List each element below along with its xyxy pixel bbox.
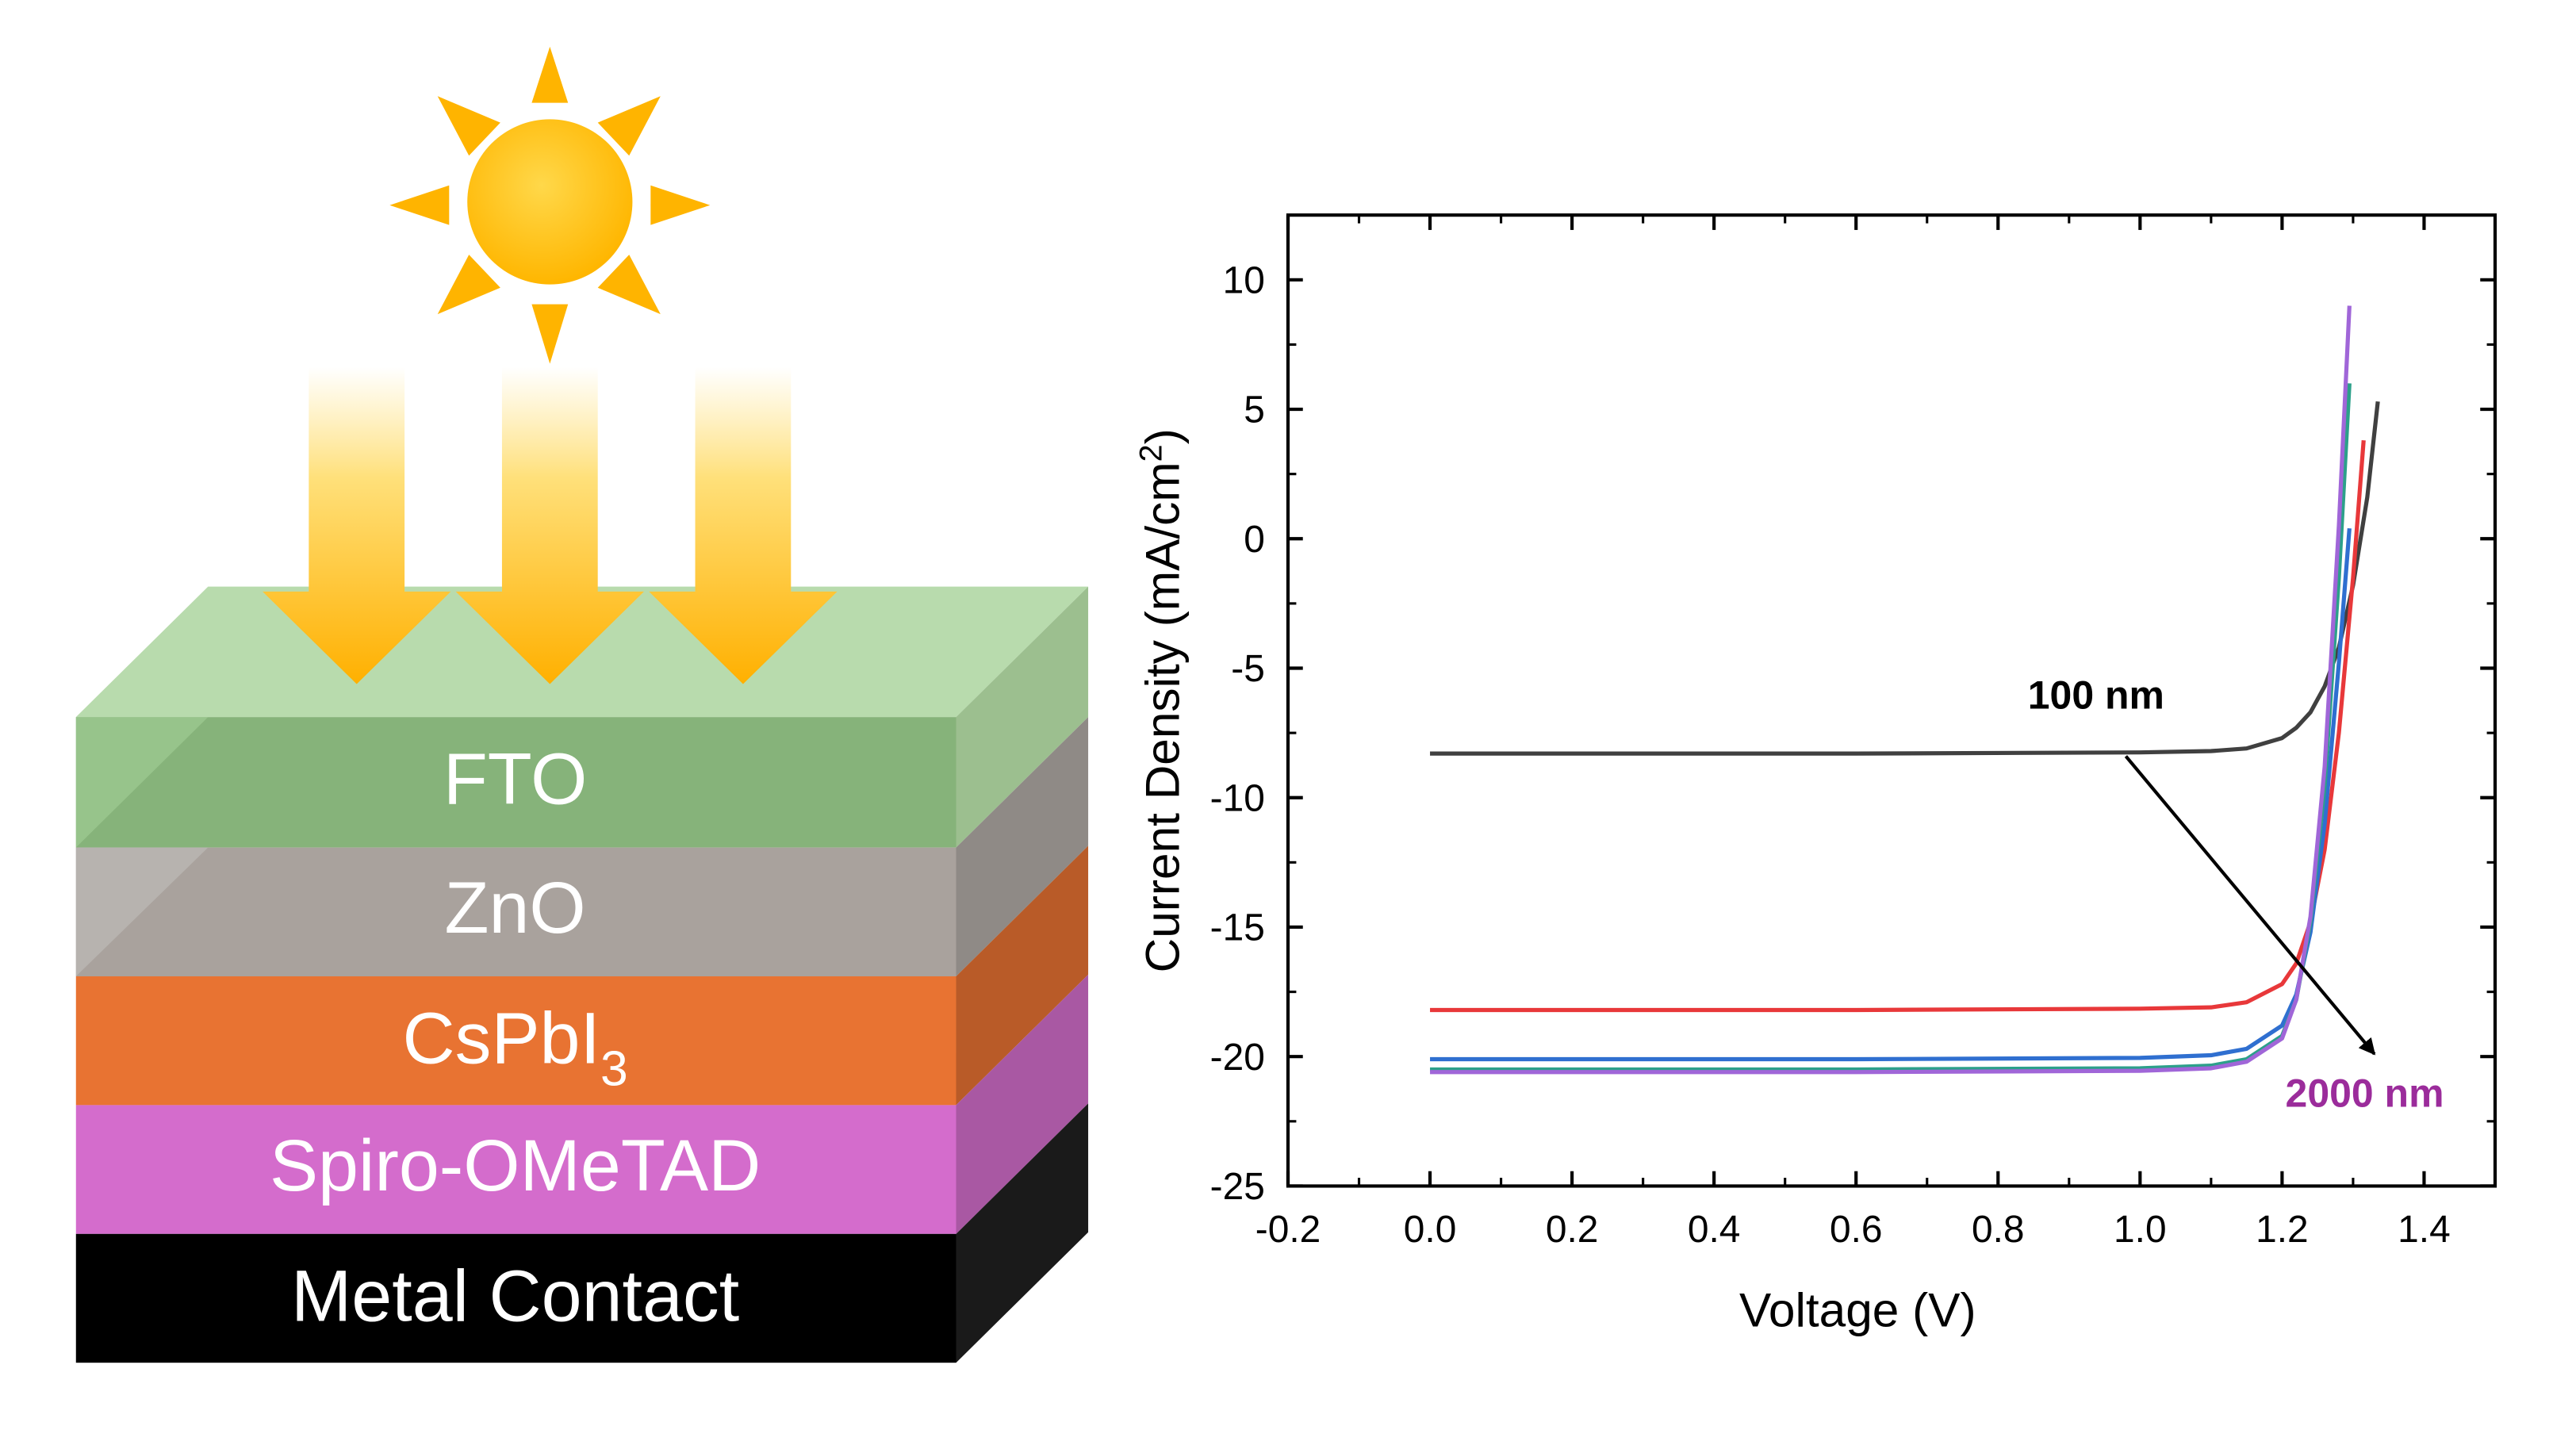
metal-contact-label: Metal Contact [291,1255,739,1336]
annotation-100nm: 100 nm [2028,673,2164,718]
x-tick-label: 0.6 [1830,1209,1883,1251]
series-line-4 [1430,383,2352,1072]
light-arrows [263,366,838,684]
y-tick-label: 10 [1223,259,1265,301]
fto-label: FTO [443,739,588,820]
device-stack: FTO ZnO CsPbI3 Spiro-OMeTAD Metal Contac… [75,586,1089,1363]
x-axis-ticks: -0.2 0.0 0.2 0.4 0.6 0.8 1.0 1.2 1.4 [1255,215,2451,1251]
sun-icon [389,46,711,364]
cspbi3-side-face [956,845,1089,1106]
spiro-layer [75,1105,956,1234]
thickness-trend-arrow [2124,755,2376,1056]
zno-layer-highlight [75,847,209,977]
plot-frame [1286,213,2497,1188]
light-arrow-icon [455,366,644,684]
y-tick-label: 5 [1244,389,1265,431]
jv-chart: -0.2 0.0 0.2 0.4 0.6 0.8 1.0 1.2 1.4 10 5 0 -5 -10 -1… [1134,213,2497,1336]
cspbi3-label: CsPbI3 [402,999,627,1096]
y-tick-label: -20 [1210,1037,1265,1079]
x-tick-label: -0.2 [1255,1209,1321,1251]
metal-side-face [956,1103,1089,1363]
x-axis-title: Voltage (V) [1739,1282,1976,1336]
light-arrow-icon [649,366,838,684]
sun-rays [389,46,711,364]
sun-disc [467,119,633,285]
fto-layer-highlight [75,717,209,848]
zno-layer [75,847,956,977]
x-tick-label: 0.0 [1404,1209,1457,1251]
series-line-1 [1430,401,2380,756]
zno-side-face [956,717,1089,977]
x-tick-label: 0.8 [1972,1209,2025,1251]
x-tick-label: 1.0 [2114,1209,2167,1251]
light-arrow-icon [263,366,451,684]
y-tick-label: 0 [1244,519,1265,561]
fto-layer [75,717,956,848]
x-tick-label: 1.2 [2256,1209,2309,1251]
spiro-label: Spiro-OMeTAD [270,1125,761,1206]
x-tick-label: 0.2 [1546,1209,1599,1251]
series-line-2 [1430,439,2366,1013]
y-tick-label: -25 [1210,1166,1265,1208]
series-line-3 [1430,527,2352,1062]
fto-side-face [956,586,1089,848]
zno-label: ZnO [445,868,586,949]
cspbi3-layer [75,976,956,1106]
series-lines [1430,305,2380,1075]
y-axis-title: Current Density (mA/cm2) [1134,428,1190,972]
spiro-side-face [956,974,1089,1234]
x-tick-label: 0.4 [1688,1209,1741,1251]
y-tick-label: -10 [1210,777,1265,819]
y-tick-label: -5 [1231,648,1265,690]
y-axis-ticks: 10 5 0 -5 -10 -15 -20 -25 [1210,259,2495,1208]
annotation-2000nm: 2000 nm [2286,1071,2444,1115]
y-tick-label: -15 [1210,907,1265,949]
x-tick-label: 1.4 [2398,1209,2451,1251]
metal-layer [75,1233,956,1363]
series-line-5 [1430,305,2352,1075]
